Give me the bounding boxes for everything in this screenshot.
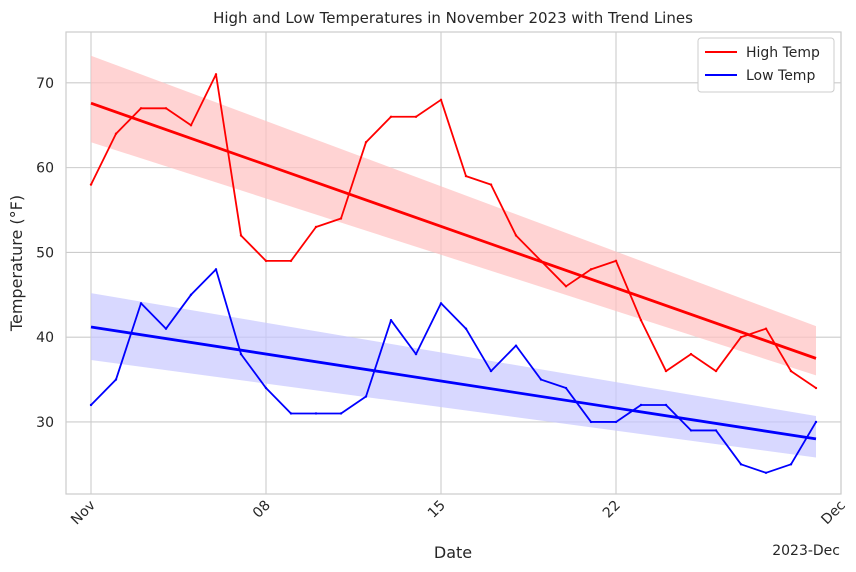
high-temp-point [689,352,693,356]
y-tick-label: 50 [36,245,54,261]
x-axis-title: Date [434,543,472,562]
y-axis-title: Temperature (°F) [7,195,26,332]
y-tick-label: 40 [36,330,54,346]
high-temp-point [164,107,168,110]
high-temp-point [139,107,143,110]
high-temp-point [314,225,318,229]
high-temp-point [464,174,468,178]
high-temp-point [814,386,818,390]
y-tick-label: 70 [36,76,54,92]
high-temp-point [589,268,593,271]
high-temp-point [789,369,793,373]
high-temp-point [564,285,568,288]
low-temp-point [539,378,543,381]
low-temp-point [689,429,693,432]
legend: High Temp Low Temp [697,37,835,93]
high-temp-point [414,115,418,118]
x-tick-label: 15 [425,498,449,522]
y-tick-labels: 30 40 50 60 70 [36,76,54,431]
high-temp-point [264,259,268,263]
x-tick-label: Dec [818,498,848,528]
low-temp-point [714,429,718,432]
high-temp-point [339,217,343,220]
low-temp-point [489,369,493,373]
high-temp-point [639,319,643,322]
x-offset-label: 2023-Dec [772,543,840,559]
low-temp-line [90,268,817,474]
high-temp-point [389,115,393,118]
low-temp-point [289,412,293,415]
low-temp-point [364,395,368,398]
low-temp-point [139,302,143,305]
x-tick-label: 08 [250,498,274,522]
low-temp-point [414,352,418,356]
high-temp-line [90,73,817,389]
low-temp-point [639,403,643,407]
x-tick-label: 22 [600,498,624,522]
low-temp-point [614,420,618,424]
high-temp-point [489,183,493,186]
low-temp-point [664,403,668,407]
high-temp-point [764,327,768,330]
y-tick-label: 30 [36,415,54,431]
high-temp-point [89,183,93,186]
x-tick-labels: Nov 08 15 22 Dec [68,498,849,529]
low-temp-point [564,386,568,390]
low-temp-point [339,412,343,415]
high-temp-point [514,234,518,237]
low-temp-trend-line [90,325,817,441]
legend-label-low-temp: Low Temp [746,68,815,84]
low-temp-point [739,463,743,466]
high-temp-point [239,234,243,237]
high-temp-point [714,369,718,373]
low-temp-point [389,319,393,322]
y-tick-label: 60 [36,161,54,177]
high-temp-trend-line [90,101,817,360]
high-temp-point [189,124,193,127]
trend-lines [90,101,817,441]
low-temp-point [814,420,818,424]
low-temp-point [114,378,118,381]
high-temp-point [214,73,218,76]
high-temp-point [739,335,743,339]
low-temp-point [239,352,243,356]
low-temp-point [789,463,793,466]
low-temp-point [214,268,218,271]
low-temp-point [589,420,593,424]
low-temp-point [439,302,443,305]
low-temp-point [164,327,168,330]
high-temp-point [289,259,293,263]
low-temp-point [764,471,768,475]
x-tick-label: Nov [68,498,99,529]
high-temp-point [439,98,443,102]
low-temp-point [189,293,193,296]
high-temp-point [614,259,618,263]
legend-label-high-temp: High Temp [746,45,820,61]
low-temp-point [264,386,268,390]
low-temp-confidence-band [91,293,816,458]
low-temp-point [514,344,518,347]
high-temp-point [114,132,118,135]
low-temp-point [464,327,468,330]
series-lines [89,73,818,475]
low-temp-point [89,403,93,407]
high-temp-point [664,369,668,373]
low-temp-point [314,412,318,415]
high-temp-point [364,141,368,144]
chart-title: High and Low Temperatures in November 20… [213,9,693,27]
